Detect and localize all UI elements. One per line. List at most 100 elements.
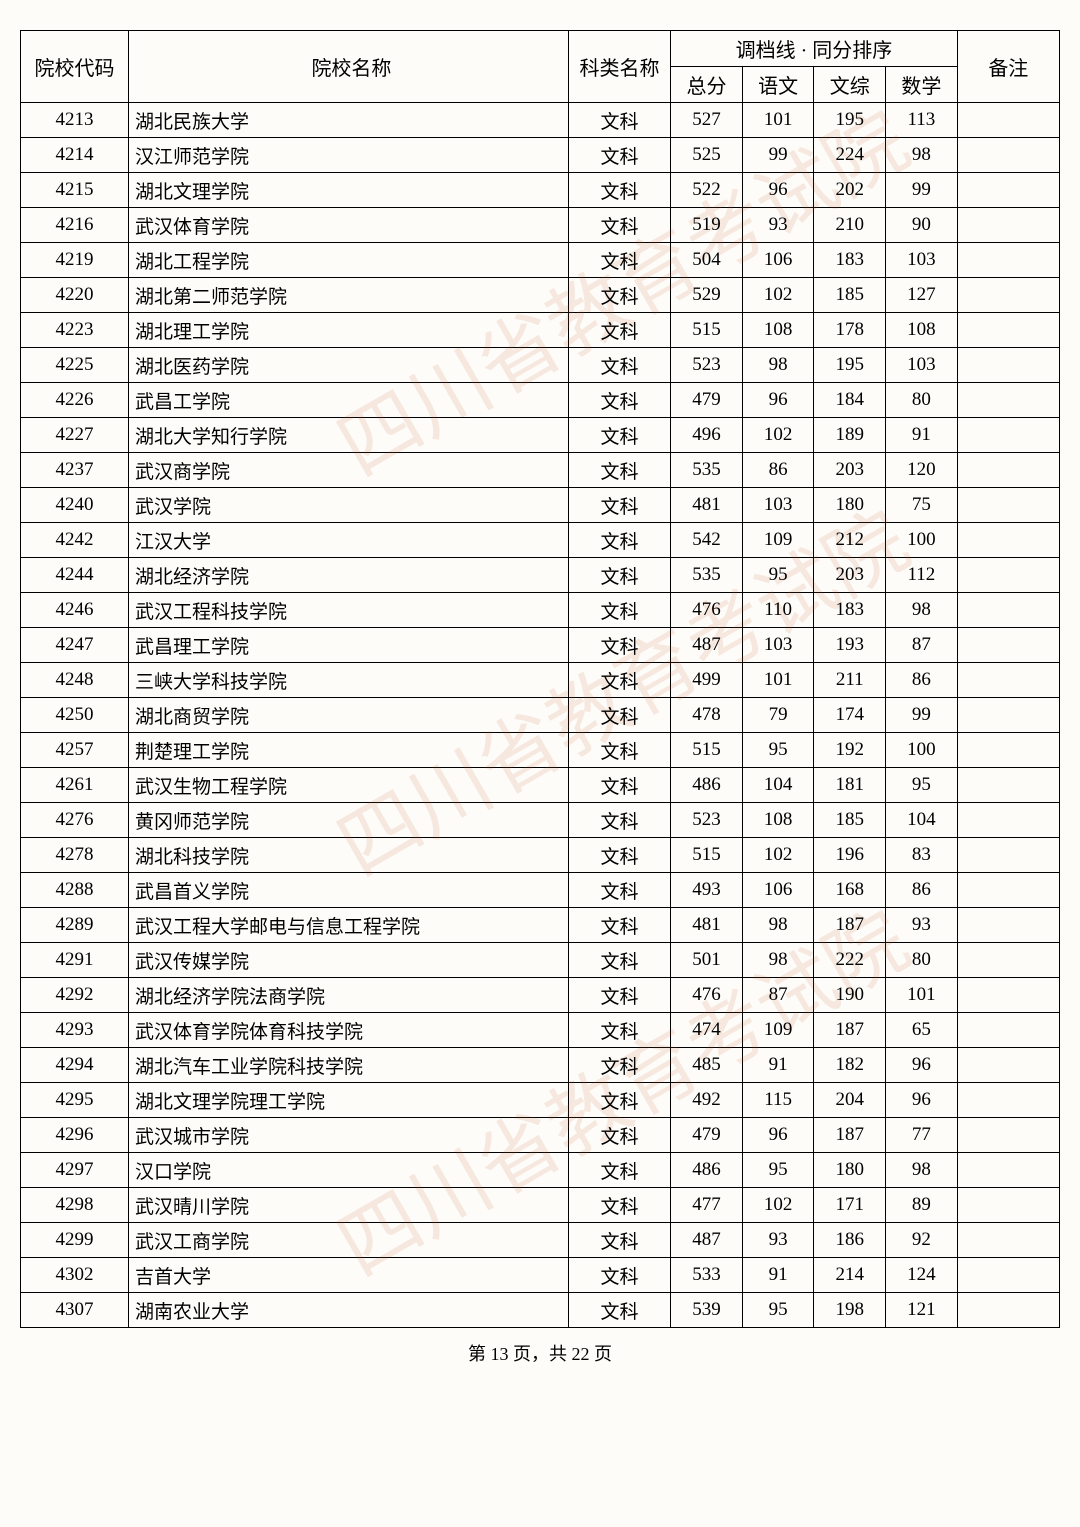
cell-chinese: 79 [742, 698, 814, 733]
table-row: 4293武汉体育学院体育科技学院文科47410918765 [21, 1013, 1060, 1048]
table-row: 4278湖北科技学院文科51510219683 [21, 838, 1060, 873]
table-row: 4240武汉学院文科48110318075 [21, 488, 1060, 523]
table-row: 4298武汉晴川学院文科47710217189 [21, 1188, 1060, 1223]
cell-name: 汉江师范学院 [128, 138, 568, 173]
cell-chinese: 102 [742, 838, 814, 873]
header-wenzong: 文综 [814, 67, 886, 103]
table-row: 4307湖南农业大学文科53995198121 [21, 1293, 1060, 1328]
cell-math: 100 [886, 733, 958, 768]
cell-math: 91 [886, 418, 958, 453]
cell-code: 4295 [21, 1083, 129, 1118]
table-row: 4250湖北商贸学院文科4787917499 [21, 698, 1060, 733]
cell-remark [957, 1153, 1059, 1188]
cell-subject: 文科 [568, 1083, 670, 1118]
cell-total: 487 [671, 1223, 743, 1258]
cell-chinese: 98 [742, 943, 814, 978]
cell-chinese: 86 [742, 453, 814, 488]
cell-remark [957, 908, 1059, 943]
cell-name: 武汉城市学院 [128, 1118, 568, 1153]
cell-chinese: 106 [742, 243, 814, 278]
table-row: 4276黄冈师范学院文科523108185104 [21, 803, 1060, 838]
cell-subject: 文科 [568, 803, 670, 838]
cell-code: 4248 [21, 663, 129, 698]
cell-wenzong: 202 [814, 173, 886, 208]
cell-math: 96 [886, 1083, 958, 1118]
cell-wenzong: 178 [814, 313, 886, 348]
cell-wenzong: 171 [814, 1188, 886, 1223]
cell-wenzong: 168 [814, 873, 886, 908]
cell-total: 519 [671, 208, 743, 243]
cell-name: 荆楚理工学院 [128, 733, 568, 768]
cell-total: 476 [671, 593, 743, 628]
cell-name: 三峡大学科技学院 [128, 663, 568, 698]
cell-code: 4250 [21, 698, 129, 733]
header-chinese: 语文 [742, 67, 814, 103]
cell-remark [957, 593, 1059, 628]
cell-remark [957, 1013, 1059, 1048]
table-row: 4295湖北文理学院理工学院文科49211520496 [21, 1083, 1060, 1118]
cell-subject: 文科 [568, 768, 670, 803]
cell-name: 吉首大学 [128, 1258, 568, 1293]
cell-code: 4298 [21, 1188, 129, 1223]
cell-code: 4261 [21, 768, 129, 803]
cell-chinese: 102 [742, 278, 814, 313]
cell-remark [957, 698, 1059, 733]
cell-subject: 文科 [568, 663, 670, 698]
cell-chinese: 108 [742, 803, 814, 838]
cell-code: 4291 [21, 943, 129, 978]
cell-subject: 文科 [568, 383, 670, 418]
cell-math: 100 [886, 523, 958, 558]
cell-subject: 文科 [568, 418, 670, 453]
cell-name: 武昌理工学院 [128, 628, 568, 663]
cell-chinese: 95 [742, 558, 814, 593]
cell-remark [957, 173, 1059, 208]
cell-name: 武汉工商学院 [128, 1223, 568, 1258]
table-row: 4220湖北第二师范学院文科529102185127 [21, 278, 1060, 313]
table-row: 4242江汉大学文科542109212100 [21, 523, 1060, 558]
cell-wenzong: 193 [814, 628, 886, 663]
cell-remark [957, 208, 1059, 243]
cell-total: 515 [671, 313, 743, 348]
cell-wenzong: 195 [814, 348, 886, 383]
cell-subject: 文科 [568, 1013, 670, 1048]
cell-math: 98 [886, 593, 958, 628]
cell-code: 4244 [21, 558, 129, 593]
cell-name: 武汉体育学院体育科技学院 [128, 1013, 568, 1048]
cell-code: 4293 [21, 1013, 129, 1048]
cell-total: 481 [671, 908, 743, 943]
header-math: 数学 [886, 67, 958, 103]
cell-remark [957, 348, 1059, 383]
cell-code: 4297 [21, 1153, 129, 1188]
cell-total: 474 [671, 1013, 743, 1048]
cell-code: 4240 [21, 488, 129, 523]
cell-code: 4216 [21, 208, 129, 243]
cell-total: 539 [671, 1293, 743, 1328]
cell-chinese: 102 [742, 1188, 814, 1223]
cell-total: 486 [671, 768, 743, 803]
cell-subject: 文科 [568, 1258, 670, 1293]
cell-code: 4214 [21, 138, 129, 173]
table-row: 4248三峡大学科技学院文科49910121186 [21, 663, 1060, 698]
cell-name: 湖北科技学院 [128, 838, 568, 873]
cell-wenzong: 185 [814, 278, 886, 313]
cell-name: 武汉学院 [128, 488, 568, 523]
cell-subject: 文科 [568, 1048, 670, 1083]
cell-chinese: 98 [742, 348, 814, 383]
cell-wenzong: 198 [814, 1293, 886, 1328]
cell-remark [957, 488, 1059, 523]
cell-name: 湖南农业大学 [128, 1293, 568, 1328]
cell-math: 87 [886, 628, 958, 663]
cell-code: 4289 [21, 908, 129, 943]
cell-total: 492 [671, 1083, 743, 1118]
cell-subject: 文科 [568, 278, 670, 313]
cell-total: 529 [671, 278, 743, 313]
cell-name: 武昌首义学院 [128, 873, 568, 908]
cell-wenzong: 187 [814, 908, 886, 943]
cell-remark [957, 1258, 1059, 1293]
table-row: 4296武汉城市学院文科4799618777 [21, 1118, 1060, 1153]
cell-name: 湖北第二师范学院 [128, 278, 568, 313]
cell-total: 535 [671, 453, 743, 488]
cell-chinese: 99 [742, 138, 814, 173]
cell-name: 湖北汽车工业学院科技学院 [128, 1048, 568, 1083]
table-row: 4302吉首大学文科53391214124 [21, 1258, 1060, 1293]
